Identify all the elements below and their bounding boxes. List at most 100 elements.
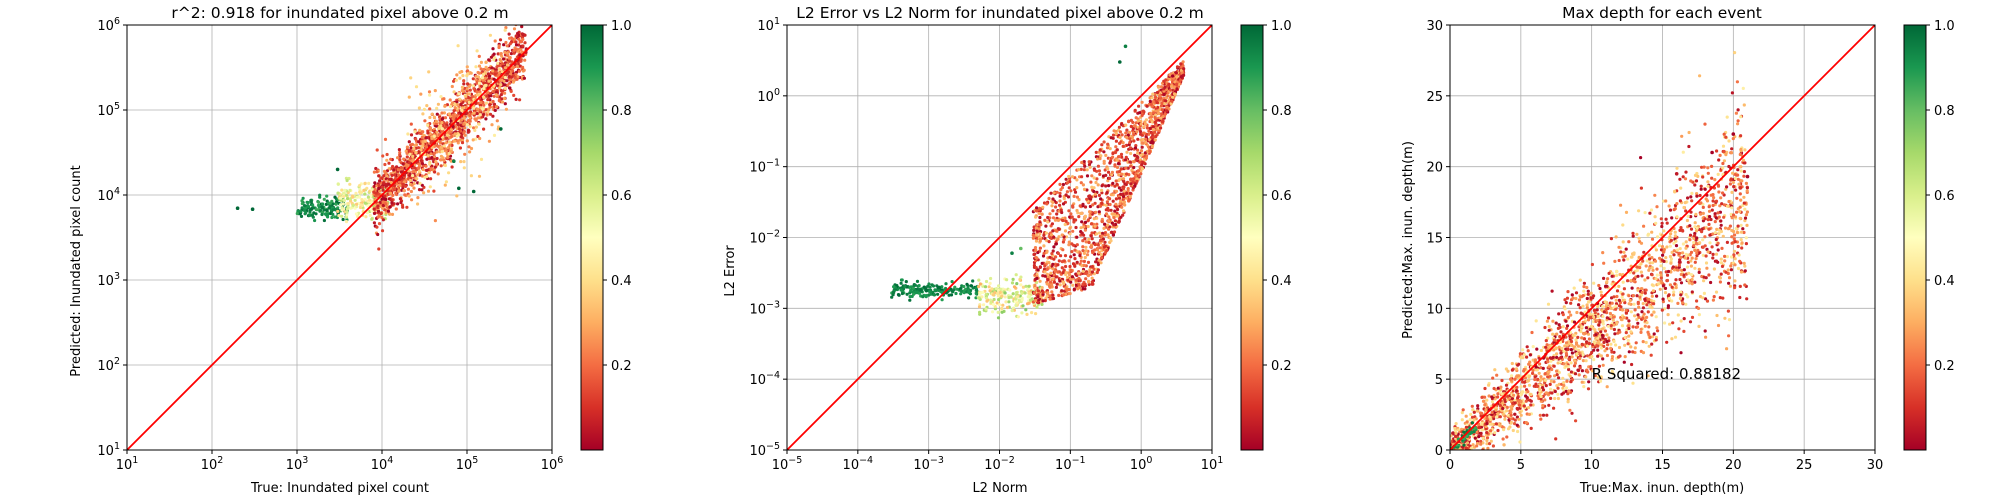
scatter-point: [1064, 272, 1068, 277]
scatter-point: [416, 196, 420, 200]
scatter-point: [322, 218, 326, 223]
scatter-point: [1550, 391, 1554, 395]
scatter-point: [331, 208, 335, 212]
scatter-point: [1079, 226, 1083, 230]
scatter-point: [472, 111, 476, 115]
scatter-point: [987, 285, 991, 289]
scatter-point: [1136, 119, 1140, 123]
scatter-point: [1015, 282, 1019, 286]
scatter-point: [493, 72, 497, 76]
scatter-point: [348, 197, 353, 201]
scatter-point: [485, 94, 489, 98]
scatter-point: [474, 117, 478, 121]
scatter-point: [1096, 205, 1100, 209]
scatter-point: [460, 89, 464, 93]
scatter-point: [1047, 261, 1051, 265]
scatter-point: [1144, 118, 1148, 122]
scatter-point: [395, 165, 399, 169]
scatter-point: [1135, 130, 1139, 134]
scatter-point: [1169, 84, 1174, 88]
scatter-point: [978, 310, 982, 314]
scatter-point: [1717, 158, 1721, 162]
scatter-point: [1654, 277, 1658, 281]
scatter-point: [1471, 443, 1475, 447]
scatter-point: [1093, 224, 1097, 228]
scatter-point: [1729, 268, 1733, 272]
scatter-point: [514, 40, 518, 44]
scatter-point: [325, 194, 329, 198]
scatter-point: [1115, 158, 1119, 162]
scatter-point: [344, 193, 349, 197]
outlier-point: [1123, 44, 1128, 49]
scatter-point: [482, 110, 486, 114]
scatter-point: [418, 128, 422, 132]
scatter-point: [394, 207, 398, 211]
scatter-point: [451, 113, 455, 117]
scatter-point: [1093, 192, 1097, 196]
scatter-point: [1100, 220, 1104, 224]
scatter-point: [523, 58, 527, 62]
scatter-point: [1150, 145, 1154, 149]
scatter-point: [295, 211, 299, 216]
scatter-point: [364, 215, 368, 219]
scatter-point: [1069, 255, 1073, 259]
scatter-point: [908, 291, 912, 295]
scatter-point: [1681, 301, 1685, 305]
scatter-point: [1047, 196, 1051, 201]
scatter-point: [1637, 236, 1641, 240]
colorbar-tick-label: 0.6: [1271, 189, 1292, 204]
scatter-point: [1069, 189, 1073, 193]
scatter-point: [984, 296, 989, 300]
scatter-point: [510, 37, 514, 41]
scatter-point: [1004, 300, 1008, 304]
scatter-point: [460, 141, 465, 145]
scatter-point: [909, 288, 913, 292]
scatter-point: [1053, 218, 1058, 222]
scatter-point: [1065, 190, 1069, 194]
scatter-point: [309, 198, 313, 202]
scatter-point: [505, 51, 509, 55]
scatter-point: [458, 76, 462, 80]
scatter-point: [1676, 313, 1680, 317]
scatter-point: [1723, 259, 1727, 263]
scatter-point: [1032, 263, 1036, 268]
scatter-point: [379, 212, 383, 216]
scatter-point: [1610, 296, 1614, 300]
scatter-point: [1114, 139, 1118, 143]
scatter-point: [1562, 362, 1566, 366]
scatter-point: [385, 158, 389, 162]
scatter-point: [915, 290, 919, 294]
scatter-point: [1061, 182, 1065, 187]
scatter-point: [1121, 177, 1126, 181]
scatter-point: [1525, 345, 1529, 349]
scatter-point: [1057, 235, 1061, 239]
scatter-point: [465, 65, 469, 69]
scatter-point: [1681, 175, 1685, 179]
scatter-point: [1143, 140, 1147, 144]
scatter-point: [376, 232, 380, 237]
scatter-point: [1105, 248, 1109, 253]
scatter-point: [1602, 344, 1606, 348]
scatter-point: [1128, 137, 1132, 141]
scatter-point: [1084, 245, 1088, 249]
scatter-point: [1711, 256, 1715, 260]
scatter-point: [440, 127, 444, 131]
scatter-point: [1738, 205, 1742, 209]
scatter-point: [1614, 302, 1619, 306]
scatter-point: [440, 121, 444, 125]
scatter-point: [1056, 218, 1060, 222]
scatter-point: [462, 82, 466, 86]
scatter-point: [1149, 102, 1153, 106]
scatter-point: [435, 150, 439, 154]
scatter-point: [1492, 417, 1496, 421]
scatter-point: [1014, 297, 1018, 301]
scatter-point: [1739, 134, 1743, 138]
scatter-point: [334, 202, 338, 206]
scatter-point: [1585, 296, 1589, 301]
scatter-point: [965, 282, 969, 286]
scatter-point: [435, 112, 439, 116]
scatter-point: [1000, 294, 1004, 298]
scatter-point: [1010, 281, 1015, 285]
scatter-point: [1134, 121, 1138, 125]
scatter-point: [904, 280, 908, 284]
